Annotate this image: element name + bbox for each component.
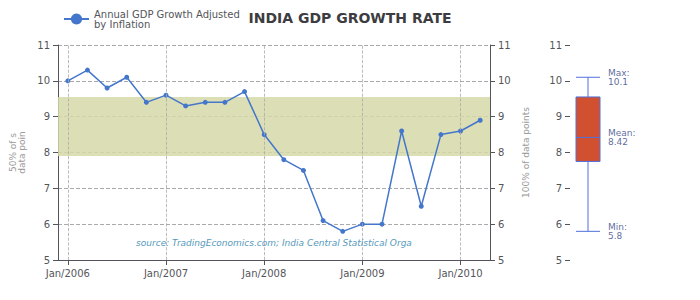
svg-text:Min:: Min: [608,221,627,232]
svg-text:11: 11 [498,40,511,51]
svg-text:INDIA GDP GROWTH RATE: INDIA GDP GROWTH RATE [248,10,451,26]
svg-text:Jan/2010: Jan/2010 [437,268,482,279]
svg-text:8: 8 [556,147,562,158]
svg-text:5: 5 [44,255,50,266]
svg-text:Jan/2009: Jan/2009 [339,268,384,279]
svg-text:5.8: 5.8 [608,231,623,241]
svg-text:Max:: Max: [608,67,630,78]
svg-text:Mean:: Mean: [608,127,636,138]
svg-text:10.1: 10.1 [608,77,628,87]
svg-text:8.42: 8.42 [608,137,628,147]
svg-text:11: 11 [549,40,562,51]
svg-text:7: 7 [498,183,504,194]
svg-text:50% of s: 50% of s [7,133,18,172]
svg-text:9: 9 [556,111,562,122]
svg-text:11: 11 [37,40,50,51]
svg-text:Jan/2006: Jan/2006 [45,268,90,279]
svg-text:100% of data points: 100% of data points [521,107,531,198]
svg-text:Jan/2008: Jan/2008 [241,268,286,279]
svg-text:source: TradingEconomics.com;: source: TradingEconomics.com; India Cent… [136,238,412,248]
svg-text:9: 9 [498,111,504,122]
svg-text:by Inflation: by Inflation [94,19,150,30]
svg-text:8: 8 [44,147,50,158]
svg-text:data poin: data poin [17,131,27,174]
svg-text:6: 6 [498,219,504,230]
svg-text:9: 9 [44,111,50,122]
svg-text:Jan/2007: Jan/2007 [143,268,188,279]
svg-text:10: 10 [549,75,562,86]
svg-text:7: 7 [44,183,50,194]
svg-text:10: 10 [37,75,50,86]
svg-text:7: 7 [556,183,562,194]
svg-text:10: 10 [498,75,511,86]
svg-text:6: 6 [556,219,562,230]
svg-text:5: 5 [498,255,504,266]
svg-text:6: 6 [44,219,50,230]
svg-text:5: 5 [556,255,562,266]
svg-text:8: 8 [498,147,504,158]
svg-text:Annual GDP Growth Adjusted: Annual GDP Growth Adjusted [94,8,240,20]
